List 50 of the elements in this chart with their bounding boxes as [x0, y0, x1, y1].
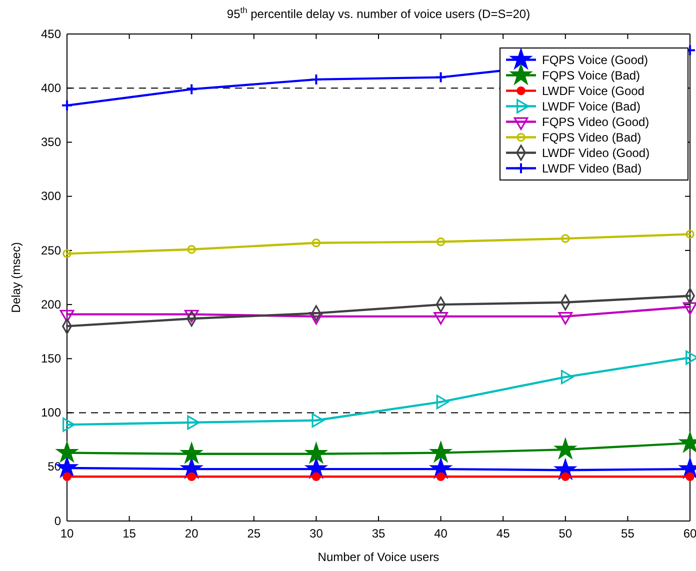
y-tick-label: 200	[40, 297, 62, 312]
legend-label: FQPS Voice (Bad)	[542, 68, 640, 82]
y-tick-label: 350	[40, 135, 62, 150]
legend-label: FQPS Video (Good)	[542, 114, 650, 129]
x-axis-title: Number of Voice users	[318, 550, 440, 564]
x-tick-label: 25	[247, 526, 261, 541]
x-tick-label: 20	[184, 526, 199, 541]
legend-label: LWDF Video (Bad)	[542, 161, 642, 176]
point	[187, 245, 196, 254]
point	[61, 99, 73, 112]
legend-label: FQPS Voice (Good)	[542, 52, 648, 67]
y-tick-label: 300	[40, 189, 62, 204]
x-tick-label: 35	[372, 526, 386, 541]
point	[430, 442, 452, 462]
x-tick-label: 10	[60, 526, 74, 541]
x-tick-label: 60	[683, 526, 696, 541]
x-tick-label: 15	[122, 526, 136, 541]
point	[312, 472, 321, 481]
point	[434, 71, 447, 84]
point	[561, 234, 570, 243]
x-tick-label: 40	[434, 526, 448, 541]
x-tick-label: 55	[621, 526, 635, 541]
y-tick-label: 150	[40, 352, 62, 366]
x-tick-label: 30	[310, 526, 324, 541]
legend-label: LWDF Voice (Good	[542, 84, 644, 98]
x-tick-label: 45	[496, 526, 510, 541]
point	[555, 438, 576, 458]
chart-title: 95$^{th}$ percentile delay vs. number of voice users (D=S=20)	[226, 5, 530, 21]
point	[306, 443, 326, 463]
point	[187, 472, 196, 481]
point	[312, 238, 321, 248]
legend-label: FQPS Video (Bad)	[542, 130, 642, 144]
legend-label: LWDF Video (Good)	[542, 146, 650, 160]
x-tick-label: 50	[558, 526, 572, 541]
y-axis-title: Delay (msec)	[9, 242, 23, 313]
y-tick-label: 400	[40, 80, 62, 95]
point	[186, 83, 198, 96]
point	[181, 443, 202, 463]
y-tick-label: 100	[40, 406, 62, 420]
y-tick-label: 0	[54, 514, 62, 528]
point	[310, 73, 322, 86]
legend-label: LWDF Voice (Bad)	[542, 99, 640, 114]
point	[436, 472, 446, 481]
point	[686, 472, 694, 481]
y-tick-label: 450	[40, 26, 62, 41]
y-tick-label: 250	[40, 243, 62, 258]
point	[436, 237, 446, 246]
point	[62, 472, 72, 481]
point	[56, 442, 78, 462]
point	[561, 472, 570, 481]
